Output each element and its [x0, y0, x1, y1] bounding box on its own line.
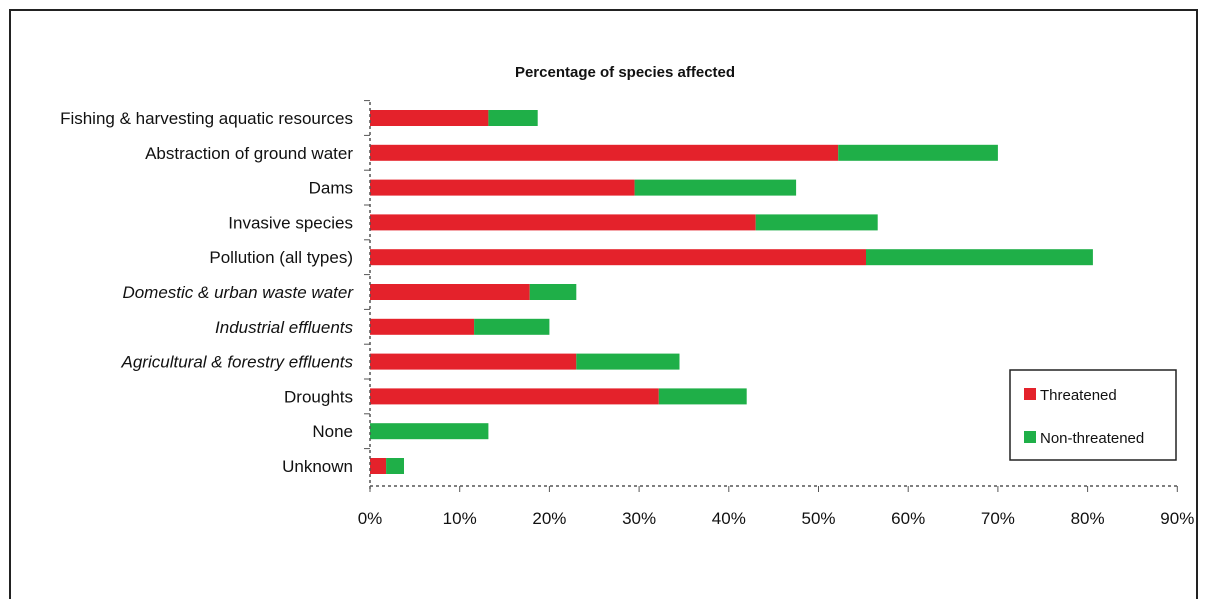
category-label-unknown: Unknown — [282, 457, 353, 476]
bar-non-threatened-invasive-species — [755, 214, 878, 231]
chart-frame — [9, 9, 1198, 599]
bar-threatened-dams — [370, 179, 635, 196]
x-tick-label-9: 90% — [1160, 509, 1194, 528]
bar-non-threatened-industrial-effluents — [474, 318, 550, 335]
bar-non-threatened-domestic-urban-waste-water — [529, 284, 577, 300]
bar-non-threatened-dams — [634, 179, 797, 196]
category-label-invasive-species: Invasive species — [228, 213, 353, 232]
bar-non-threatened-unknown — [386, 458, 404, 474]
bar-non-threatened-agricultural-forestry-effluents — [576, 353, 680, 370]
legend-swatch-threatened — [1024, 388, 1036, 400]
x-tick-label-5: 50% — [801, 509, 835, 528]
category-label-domestic-urban-waste-water: Domestic & urban waste water — [122, 283, 354, 302]
category-label-pollution-all-types: Pollution (all types) — [209, 248, 353, 267]
category-labels: Fishing & harvesting aquatic resources Ab… — [60, 109, 354, 476]
bar-threatened-abstraction-of-ground-water — [370, 144, 839, 161]
bar-threatened-invasive-species — [370, 214, 756, 231]
legend-swatch-non-threatened — [1024, 431, 1036, 443]
bar-threatened-fishing-harvesting-aquatic-resources — [370, 110, 489, 126]
x-tick-label-8: 80% — [1071, 509, 1105, 528]
legend-label-threatened: Threatened — [1040, 387, 1117, 404]
x-tick-label-7: 70% — [981, 509, 1015, 528]
x-tick-label-1: 10% — [443, 509, 477, 528]
legend: Threatened Non-threatened — [1009, 369, 1177, 461]
x-tick-label-6: 60% — [891, 509, 925, 528]
bar-threatened-industrial-effluents — [370, 318, 475, 335]
x-tick-label-4: 40% — [712, 509, 746, 528]
bar-non-threatened-fishing-harvesting-aquatic-resources — [488, 110, 538, 126]
bar-non-threatened-none — [370, 423, 489, 440]
bar-threatened-unknown — [370, 458, 387, 474]
legend-label-non-threatened: Non-threatened — [1040, 430, 1144, 447]
bar-threatened-agricultural-forestry-effluents — [370, 353, 577, 370]
bar-non-threatened-droughts — [658, 388, 747, 405]
category-label-fishing-harvesting-aquatic-resources: Fishing & harvesting aquatic resources — [60, 109, 353, 128]
bar-non-threatened-abstraction-of-ground-water — [838, 144, 998, 161]
bar-threatened-droughts — [370, 388, 659, 405]
x-tick-label-2: 20% — [532, 509, 566, 528]
x-tick-label-0: 0% — [358, 509, 383, 528]
bar-non-threatened-pollution-all-types — [866, 249, 1093, 266]
category-label-dams: Dams — [309, 179, 353, 198]
chart-title: Percentage of species affected — [515, 64, 735, 81]
legend-box — [1009, 369, 1177, 461]
category-label-agricultural-forestry-effluents: Agricultural & forestry effluents — [121, 353, 354, 372]
bar-threatened-domestic-urban-waste-water — [370, 284, 530, 300]
bars-group — [370, 110, 1093, 474]
category-label-droughts: Droughts — [284, 387, 353, 406]
bar-threatened-pollution-all-types — [370, 249, 866, 266]
x-tick-label-3: 30% — [622, 509, 656, 528]
category-label-abstraction-of-ground-water: Abstraction of ground water — [145, 144, 353, 163]
axes-group: 0% 10% 20% 30% 40% 50% 60% 70% 80% 90% — [358, 100, 1194, 528]
category-label-none: None — [312, 422, 353, 441]
category-label-industrial-effluents: Industrial effluents — [215, 318, 353, 337]
